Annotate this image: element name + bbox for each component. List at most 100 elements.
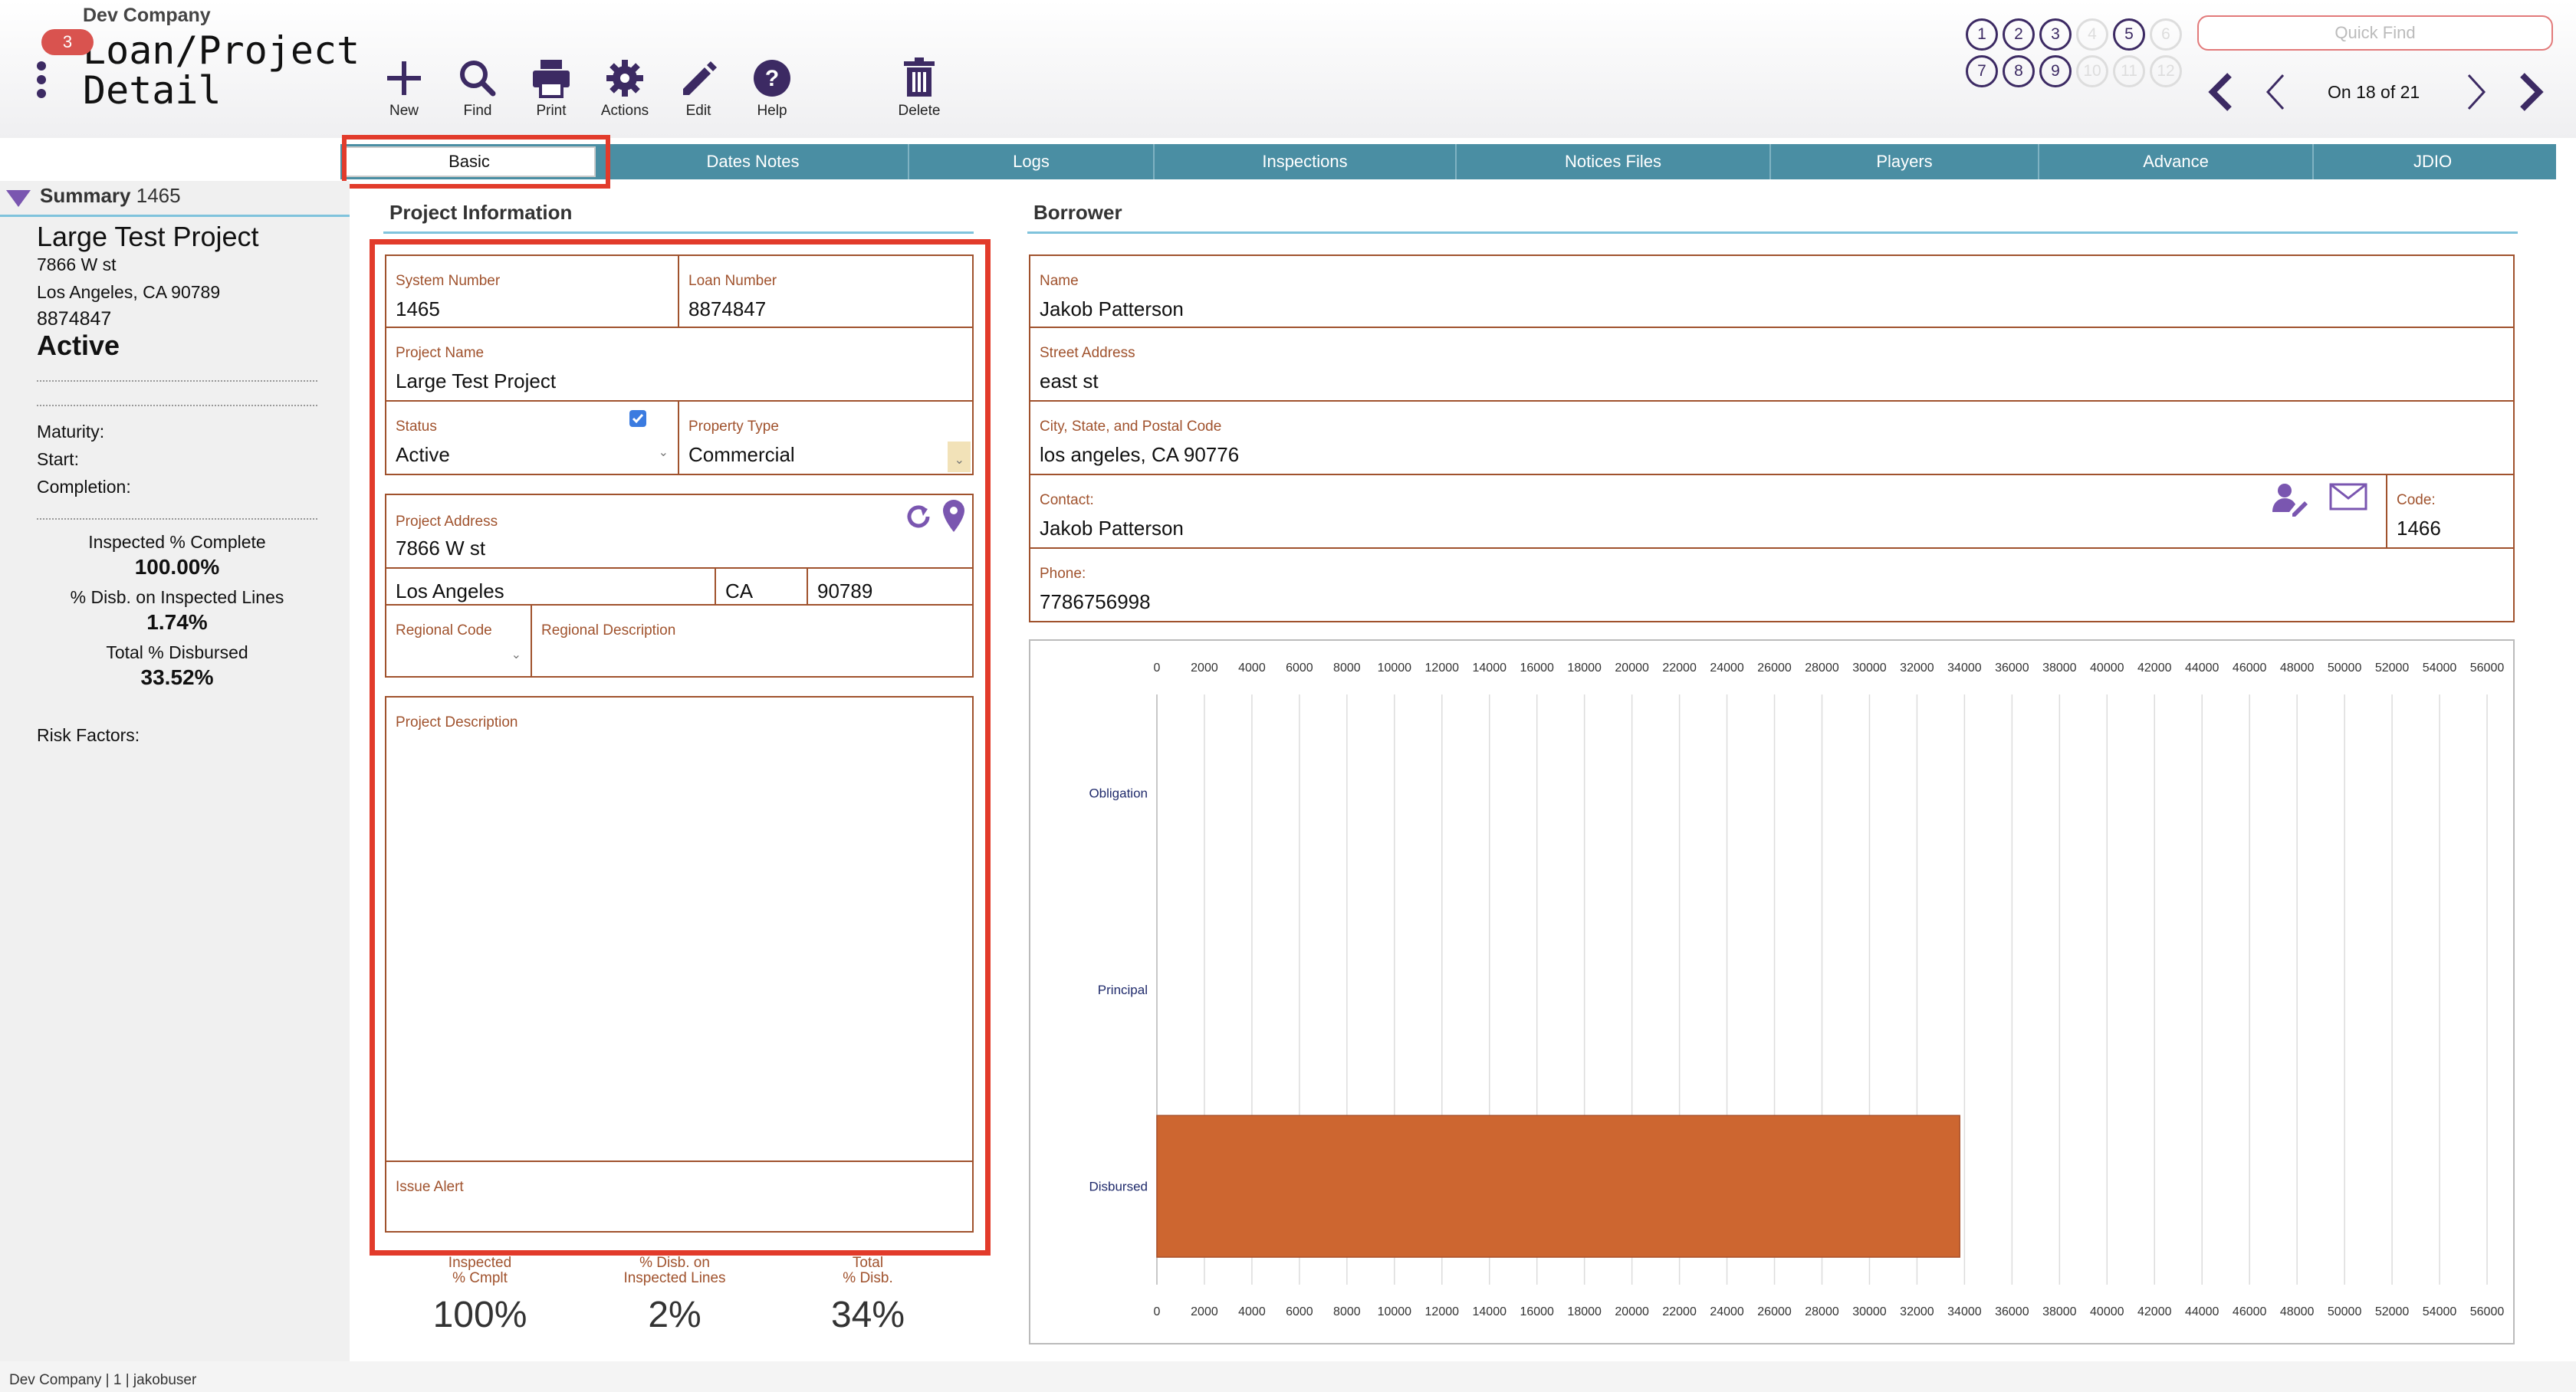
email-icon[interactable] — [2329, 483, 2367, 511]
page-circle[interactable]: 2 — [2003, 18, 2035, 51]
map-pin-icon[interactable] — [940, 498, 968, 533]
find-button[interactable]: Find — [443, 55, 512, 120]
tab-logs[interactable]: Logs — [909, 144, 1155, 179]
x-tick-label-top: 28000 — [1805, 662, 1839, 675]
tab-basic[interactable]: Basic — [343, 146, 596, 177]
page-circle[interactable]: 5 — [2113, 18, 2145, 51]
page-circle: 4 — [2076, 18, 2108, 51]
delete-button[interactable]: Delete — [885, 55, 954, 120]
refresh-icon[interactable] — [903, 501, 934, 532]
previous-record-icon[interactable] — [2260, 71, 2291, 113]
stat-total-disb-value: 34% — [830, 1295, 905, 1335]
inspected-percent: 100.00% — [134, 555, 220, 579]
page-circle[interactable]: 8 — [2003, 55, 2035, 87]
svg-text:?: ? — [765, 66, 779, 91]
collapse-triangle-icon[interactable] — [6, 190, 31, 207]
x-tick-label-top: 18000 — [1567, 662, 1602, 675]
x-tick-label-top: 38000 — [2042, 662, 2077, 675]
next-record-icon[interactable] — [2461, 71, 2492, 113]
state-field[interactable]: CA — [715, 567, 808, 606]
x-tick-label-top: 50000 — [2328, 662, 2362, 675]
quick-find-input[interactable]: Quick Find — [2197, 15, 2553, 51]
help-button[interactable]: ? Help — [738, 55, 807, 120]
x-tick-label-bottom: 34000 — [1947, 1305, 1982, 1318]
page-circle[interactable]: 7 — [1966, 55, 1998, 87]
summary-title: Summary 1465 — [40, 184, 181, 207]
tab-dates-notes[interactable]: Dates Notes — [598, 144, 909, 179]
borrower-name-field[interactable]: Name Jakob Patterson — [1029, 254, 2515, 328]
trash-icon — [904, 57, 935, 97]
tab-bar: Basic Dates Notes Logs Inspections Notic… — [340, 144, 2556, 179]
tab-inspections[interactable]: Inspections — [1155, 144, 1457, 179]
borrower-city-field[interactable]: City, State, and Postal Code los angeles… — [1029, 400, 2515, 475]
project-name-field[interactable]: Project Name Large Test Project — [385, 327, 974, 402]
x-tick-label-bottom: 0 — [1154, 1305, 1161, 1318]
tab-advance[interactable]: Advance — [2039, 144, 2314, 179]
borrower-phone-field[interactable]: Phone: 7786756998 — [1029, 547, 2515, 622]
x-tick-label-bottom: 20000 — [1615, 1305, 1649, 1318]
stat-inspected-value: 100% — [432, 1295, 527, 1335]
x-tick-label-bottom: 22000 — [1662, 1305, 1697, 1318]
borrower-code-field[interactable]: Code: 1466 — [2386, 474, 2515, 549]
x-tick-label-top: 6000 — [1286, 662, 1313, 675]
x-tick-label-top: 32000 — [1900, 662, 1934, 675]
menu-kebab-icon[interactable] — [37, 61, 48, 98]
status-select[interactable]: Status Active ⌄ — [385, 400, 679, 475]
page-circle[interactable]: 9 — [2039, 55, 2072, 87]
edit-button[interactable]: Edit — [664, 55, 733, 120]
notification-badge[interactable]: 3 — [41, 29, 94, 55]
issue-alert-field[interactable]: Issue Alert — [385, 1161, 974, 1233]
dropdown-arrow-icon[interactable]: ⌄ — [948, 442, 971, 472]
x-tick-label-top: 20000 — [1615, 662, 1649, 675]
stat-total-disb-label: Total% Disb. — [843, 1255, 893, 1286]
new-button[interactable]: New — [370, 55, 439, 120]
summary-sidebar — [0, 181, 350, 1361]
stat-disb-inspected-label: % Disb. on Inspected Lines — [623, 1255, 726, 1286]
tab-notices-files[interactable]: Notices Files — [1457, 144, 1771, 179]
x-tick-label-bottom: 8000 — [1333, 1305, 1361, 1318]
x-tick-label-top: 48000 — [2280, 662, 2315, 675]
x-tick-label-bottom: 14000 — [1473, 1305, 1507, 1318]
x-tick-label-bottom: 30000 — [1852, 1305, 1887, 1318]
sidebar-address1: 7866 W st — [37, 254, 117, 274]
sidebar-status: Active — [37, 330, 120, 361]
status-bar: Dev Company | 1 | jakobuser — [0, 1361, 2576, 1392]
x-tick-label-top: 46000 — [2233, 662, 2267, 675]
x-tick-label-bottom: 26000 — [1757, 1305, 1792, 1318]
loan-number-field[interactable]: Loan Number 8874847 — [678, 254, 974, 328]
x-tick-label-top: 56000 — [2470, 662, 2505, 675]
sidebar-loan-number: 8874847 — [37, 308, 112, 330]
project-info-heading: Project Information — [389, 201, 573, 224]
x-tick-label-bottom: 44000 — [2185, 1305, 2220, 1318]
project-info-highlight — [370, 239, 991, 1256]
page-circle: 10 — [2076, 55, 2108, 87]
sidebar-address2: Los Angeles, CA 90789 — [37, 282, 221, 302]
status-checkbox[interactable] — [629, 409, 647, 428]
last-record-icon[interactable] — [2516, 71, 2547, 113]
zip-field[interactable]: 90789 — [807, 567, 974, 606]
first-record-icon[interactable] — [2205, 71, 2236, 113]
borrower-contact-field[interactable]: Contact: Jakob Patterson — [1029, 474, 2387, 549]
tab-players[interactable]: Players — [1771, 144, 2039, 179]
record-position: On 18 of 21 — [2328, 82, 2420, 102]
actions-button[interactable]: Actions — [590, 55, 659, 120]
print-button[interactable]: Print — [517, 55, 586, 120]
x-tick-label-top: 42000 — [2137, 662, 2172, 675]
x-tick-label-top: 12000 — [1425, 662, 1460, 675]
borrower-street-field[interactable]: Street Address east st — [1029, 327, 2515, 402]
edit-contact-icon[interactable] — [2269, 481, 2309, 518]
page-circle[interactable]: 3 — [2039, 18, 2072, 51]
company-name: Dev Company — [83, 5, 211, 26]
page-circle[interactable]: 1 — [1966, 18, 1998, 51]
regional-code-select[interactable]: Regional Code ⌄ — [385, 604, 532, 678]
x-tick-label-top: 10000 — [1378, 662, 1412, 675]
x-tick-label-bottom: 38000 — [2042, 1305, 2077, 1318]
regional-description-field[interactable]: Regional Description — [531, 604, 974, 678]
x-tick-label-top: 36000 — [1995, 662, 2029, 675]
project-description-textarea[interactable]: Project Description — [385, 696, 974, 1162]
property-type-select[interactable]: Property Type Commercial ⌄ — [678, 400, 974, 475]
x-tick-label-top: 52000 — [2375, 662, 2410, 675]
tab-jdio[interactable]: JDIO — [2413, 152, 2453, 171]
x-tick-label-bottom: 10000 — [1378, 1305, 1412, 1318]
x-tick-label-bottom: 50000 — [2328, 1305, 2362, 1318]
